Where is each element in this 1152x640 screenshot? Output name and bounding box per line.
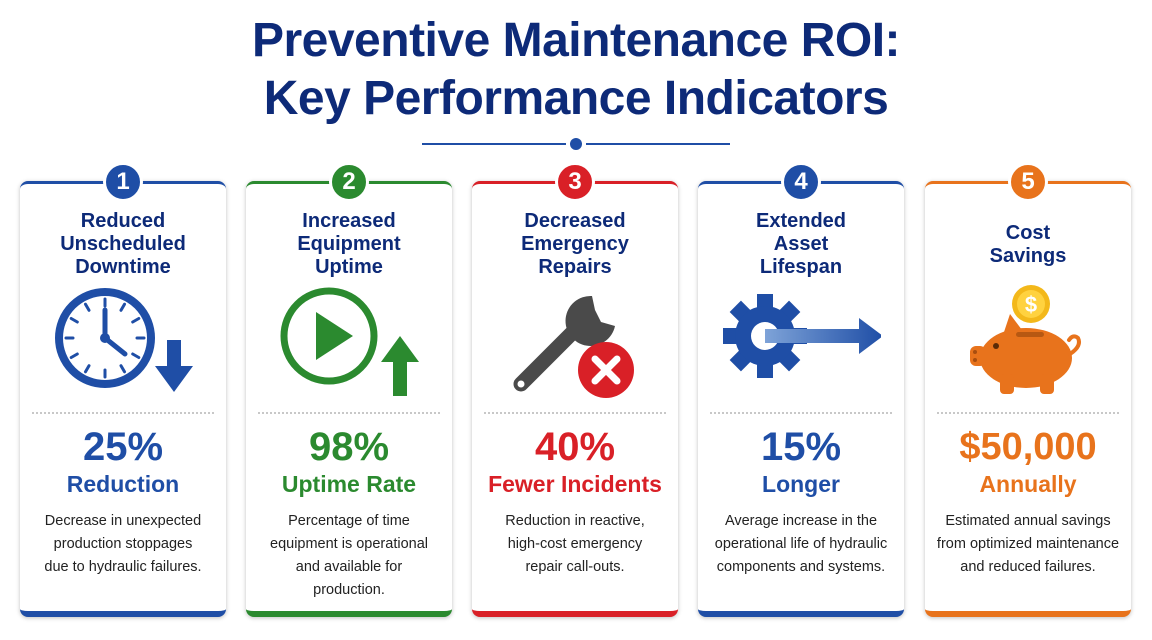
kpi-label: Uptime Rate — [281, 471, 417, 497]
card-number-badge: 5 — [1008, 162, 1048, 202]
gear-with-right-arrow-icon — [723, 294, 881, 378]
card-heading: Reduced Unscheduled Downtime — [60, 210, 186, 278]
card-heading: Decreased Emergency Repairs — [521, 210, 629, 278]
kpi-value: 40% — [534, 425, 616, 469]
card-heading: Increased Equipment Uptime — [297, 210, 401, 278]
kpi-card-asset-lifespan: 4 Extended Asset Lifespan 15% Longer — [698, 162, 904, 617]
kpi-label: Fewer Incidents — [488, 471, 662, 497]
piggy-bank-with-coin-icon: $ — [970, 285, 1081, 394]
kpi-description: Reduction in reactive, high-cost emergen… — [505, 513, 645, 575]
kpi-value: 98% — [308, 425, 390, 469]
kpi-description: Estimated annual savings from optimized … — [936, 513, 1120, 575]
kpi-value: $50,000 — [959, 426, 1097, 468]
kpi-value: 25% — [82, 425, 164, 469]
card-number-badge: 4 — [781, 162, 821, 202]
play-with-up-arrow-icon — [280, 287, 419, 396]
clock-with-down-arrow-icon — [55, 288, 193, 392]
kpi-value: 15% — [760, 425, 842, 469]
kpi-card-cost-savings: 5 Cost Savings $ $50,000 Annually Estima… — [925, 162, 1131, 617]
kpi-description: Percentage of time equipment is operatio… — [270, 513, 428, 598]
card-number-badge: 3 — [555, 162, 595, 202]
kpi-description: Decrease in unexpected production stoppa… — [44, 513, 202, 575]
card-number-badge: 2 — [329, 162, 369, 202]
svg-text:$: $ — [1025, 292, 1037, 317]
kpi-label: Longer — [762, 471, 840, 497]
kpi-label: Annually — [979, 471, 1077, 497]
title-line-2: Key Performance Indicators — [263, 72, 889, 125]
kpi-description: Average increase in the operational life… — [714, 513, 888, 575]
kpi-card-uptime: 2 Increased Equipment Uptime 98% Uptime … — [246, 162, 452, 617]
card-number-badge: 1 — [103, 162, 143, 202]
wrench-with-x-icon — [513, 295, 634, 398]
card-heading: Extended Asset Lifespan — [755, 210, 847, 278]
title-divider — [422, 138, 730, 150]
kpi-card-downtime: 1 Reduced Unscheduled Downtime 25% Reduc… — [20, 162, 226, 617]
kpi-label: Reduction — [66, 471, 180, 497]
title-line-1: Preventive Maintenance ROI: — [251, 14, 901, 67]
page-title: Preventive Maintenance ROI: Key Performa… — [0, 12, 1152, 128]
kpi-card-emergency-repairs: 3 Decreased Emergency Repairs 40% Fewer … — [472, 162, 678, 617]
card-heading: Cost Savings — [989, 222, 1067, 267]
